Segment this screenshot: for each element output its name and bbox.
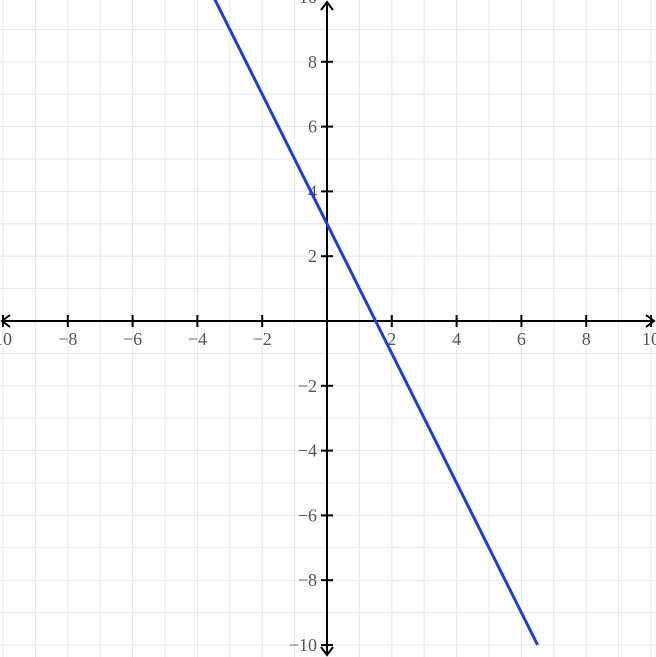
y-tick-label: −4 bbox=[298, 441, 317, 461]
line-chart: 10−8−6−4−2246810−10−8−6−4−2246810 bbox=[0, 0, 656, 657]
x-tick-label: 8 bbox=[582, 329, 591, 349]
y-tick-label: 10 bbox=[299, 0, 317, 7]
y-tick-label: 8 bbox=[308, 52, 317, 72]
x-tick-label: −6 bbox=[123, 329, 142, 349]
y-tick-label: 2 bbox=[308, 246, 317, 266]
x-tick-label: 4 bbox=[452, 329, 461, 349]
y-tick-label: −6 bbox=[298, 505, 317, 525]
y-tick-label: −8 bbox=[298, 570, 317, 590]
y-tick-label: −10 bbox=[289, 635, 317, 655]
x-tick-label: −2 bbox=[253, 329, 272, 349]
x-tick-label: 6 bbox=[517, 329, 526, 349]
x-tick-label: 10 bbox=[642, 329, 656, 349]
x-tick-label: 10 bbox=[0, 329, 12, 349]
y-tick-label: −2 bbox=[298, 376, 317, 396]
x-tick-label: −4 bbox=[188, 329, 207, 349]
x-tick-label: −8 bbox=[58, 329, 77, 349]
y-tick-label: 6 bbox=[308, 117, 317, 137]
chart-svg: 10−8−6−4−2246810−10−8−6−4−2246810 bbox=[0, 0, 656, 657]
